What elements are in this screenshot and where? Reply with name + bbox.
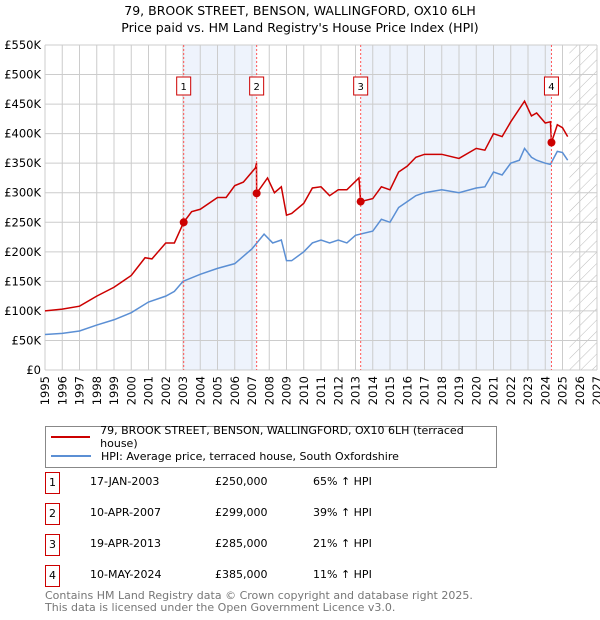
y-tick-label: £400K xyxy=(4,127,41,141)
sale-badge-number: 1 xyxy=(181,82,187,93)
sale-badge xyxy=(543,76,559,96)
x-tick-label: 1997 xyxy=(73,376,87,405)
red-line-swatch xyxy=(51,436,91,438)
x-tick-label: 1996 xyxy=(55,376,69,405)
y-tick-label: £250K xyxy=(4,215,41,229)
footer-line-2: This data is licensed under the Open Gov… xyxy=(45,601,396,614)
sale-price: £385,000 xyxy=(215,568,268,581)
x-tick-label: 2017 xyxy=(418,376,432,405)
sale-badge-number: 2 xyxy=(253,82,259,93)
x-tick-label: 2027 xyxy=(590,376,600,405)
sale-badge-number: 3 xyxy=(357,82,363,93)
x-tick-label: 2008 xyxy=(262,376,276,405)
sale-hpi-diff: 21% ↑ HPI xyxy=(313,537,372,550)
legend-item-hpi: HPI: Average price, terraced house, Sout… xyxy=(51,447,399,465)
plot-area: 1 2 3 4 1995 1996 1997 1998 1999 2000 2001 2002 2003… xyxy=(4,38,600,405)
x-tick-label: 2002 xyxy=(159,376,173,405)
legend: 79, BROOK STREET, BENSON, WALLINGFORD, O… xyxy=(45,424,497,468)
y-tick-label: £100K xyxy=(4,304,41,318)
shaded-period xyxy=(183,45,257,370)
x-tick-label: 2015 xyxy=(383,376,397,405)
y-tick-label: £500K xyxy=(4,68,41,82)
sale-date: 19-APR-2013 xyxy=(90,537,162,550)
x-tick-label: 2006 xyxy=(228,376,242,405)
y-tick-label: £50K xyxy=(12,333,42,347)
x-tick-label: 2005 xyxy=(211,376,225,405)
sale-date: 17-JAN-2003 xyxy=(90,475,160,488)
y-tick-label: £150K xyxy=(4,274,41,288)
sale-price: £285,000 xyxy=(215,537,268,550)
price-paid-line xyxy=(44,99,569,312)
x-tick-label: 2001 xyxy=(142,376,156,405)
sale-price: £250,000 xyxy=(215,475,268,488)
sale-point xyxy=(179,218,188,227)
sale-badge xyxy=(249,76,265,96)
x-tick-label: 2023 xyxy=(521,376,535,405)
forecast-hatch xyxy=(569,45,597,370)
x-tick-label: 2009 xyxy=(280,376,294,405)
x-tick-label: 1999 xyxy=(107,376,121,405)
x-tick-label: 2022 xyxy=(504,376,518,405)
x-tick-label: 2026 xyxy=(573,376,587,405)
sale-number-badge: 3 xyxy=(45,534,60,556)
chart-title: 79, BROOK STREET, BENSON, WALLINGFORD, O… xyxy=(124,3,476,18)
x-tick-label: 2004 xyxy=(193,376,207,405)
sale-point xyxy=(252,189,261,198)
blue-line-swatch xyxy=(51,455,91,457)
hpi-line xyxy=(44,146,569,336)
x-tick-label: 2019 xyxy=(452,376,466,405)
sale-date: 10-MAY-2024 xyxy=(90,568,162,581)
footer-line-1: Contains HM Land Registry data © Crown c… xyxy=(45,589,473,602)
x-tick-label: 1998 xyxy=(90,376,104,405)
shaded-period xyxy=(360,45,552,370)
x-tick-label: 2003 xyxy=(176,376,190,405)
x-tick-label: 2014 xyxy=(366,376,380,405)
sale-hpi-diff: 39% ↑ HPI xyxy=(313,506,372,519)
sale-point xyxy=(547,138,556,147)
sale-badge xyxy=(353,76,369,96)
y-tick-label: £450K xyxy=(4,97,41,111)
legend-label: HPI: Average price, terraced house, Sout… xyxy=(101,449,399,463)
x-tick-label: 2025 xyxy=(556,376,570,405)
x-tick-label: 2012 xyxy=(331,376,345,405)
sale-badge-number: 4 xyxy=(548,82,554,93)
sale-price: £299,000 xyxy=(215,506,268,519)
x-tick-label: 2013 xyxy=(349,376,363,405)
chart-subtitle: Price paid vs. HM Land Registry's House … xyxy=(121,20,479,35)
y-tick-label: £0 xyxy=(26,363,41,377)
x-tick-label: 2016 xyxy=(400,376,414,405)
x-tick-label: 2020 xyxy=(469,376,483,405)
x-tick-label: 2011 xyxy=(314,376,328,405)
x-tick-label: 2018 xyxy=(435,376,449,405)
sale-number-badge: 2 xyxy=(45,503,60,525)
sale-hpi-diff: 65% ↑ HPI xyxy=(313,475,372,488)
y-tick-label: £200K xyxy=(4,245,41,259)
sale-badge xyxy=(176,76,192,96)
y-tick-label: £350K xyxy=(4,156,41,170)
x-tick-label: 2000 xyxy=(124,376,138,405)
y-tick-label: £300K xyxy=(4,186,41,200)
x-tick-label: 1995 xyxy=(38,376,52,405)
x-tick-label: 2010 xyxy=(297,376,311,405)
x-tick-label: 2021 xyxy=(487,376,501,405)
x-tick-label: 2024 xyxy=(538,376,552,405)
legend-item-property: 79, BROOK STREET, BENSON, WALLINGFORD, O… xyxy=(51,424,496,450)
y-tick-label: £550K xyxy=(4,38,41,52)
x-tick-label: 2007 xyxy=(245,376,259,405)
sale-number-badge: 1 xyxy=(45,472,60,494)
legend-label: 79, BROOK STREET, BENSON, WALLINGFORD, O… xyxy=(100,424,464,450)
sale-date: 10-APR-2007 xyxy=(90,506,162,519)
sale-hpi-diff: 11% ↑ HPI xyxy=(313,568,372,581)
sale-number-badge: 4 xyxy=(45,565,60,587)
sale-point xyxy=(356,197,365,206)
